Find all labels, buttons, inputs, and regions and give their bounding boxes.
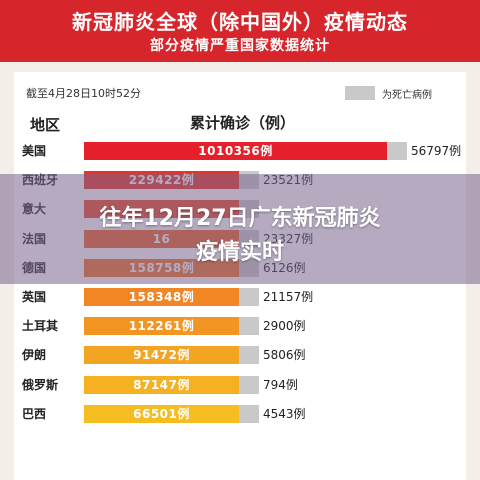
category-label: 俄罗斯	[22, 378, 59, 392]
overlay-headline-line2: 疫情实时	[195, 240, 284, 265]
death-bar	[239, 317, 259, 335]
confirmed-bar	[84, 376, 239, 394]
death-bar	[239, 405, 259, 423]
death-value-label: 5806例	[263, 348, 306, 362]
category-label: 美国	[22, 144, 47, 158]
category-label: 土耳其	[22, 319, 59, 333]
column-header-region: 地区	[30, 116, 61, 134]
chart-title: 新冠肺炎全球（除中国外）疫情动态	[72, 10, 408, 34]
confirmed-bar	[84, 142, 387, 160]
death-value-label: 56797例	[411, 144, 462, 158]
confirmed-value-label: 158348例	[128, 290, 195, 304]
overlay-headline: 往年12月27日广东新冠肺炎 疫情实时	[0, 202, 480, 270]
category-label: 巴西	[22, 407, 47, 421]
confirmed-bar	[84, 288, 239, 306]
death-bar	[387, 142, 407, 160]
death-value-label: 2900例	[263, 319, 306, 333]
death-bar	[239, 288, 259, 306]
confirmed-value-label: 66501例	[133, 407, 190, 421]
death-value-label: 21157例	[263, 290, 314, 304]
category-label: 伊朗	[22, 348, 47, 362]
confirmed-value-label: 1010356例	[198, 144, 273, 158]
confirmed-bar	[84, 317, 239, 335]
death-value-label: 794例	[263, 378, 298, 392]
death-value-label: 4543例	[263, 407, 306, 421]
header-banner: 新冠肺炎全球（除中国外）疫情动态 部分疫情严重国家数据统计	[0, 0, 480, 62]
legend-label-deaths: 为死亡病例	[382, 90, 432, 101]
overlay-banner	[0, 174, 480, 284]
confirmed-bar	[84, 405, 239, 423]
legend-swatch-deaths	[345, 86, 375, 100]
death-bar	[239, 376, 259, 394]
overlay-headline-line1: 往年12月27日广东新冠肺炎	[99, 206, 381, 231]
column-header-confirmed: 累计确诊（例）	[190, 114, 296, 132]
category-label: 英国	[22, 290, 47, 304]
confirmed-value-label: 112261例	[128, 319, 195, 333]
death-bar	[239, 346, 259, 364]
confirmed-value-label: 87147例	[133, 378, 190, 392]
chart-subtitle: 部分疫情严重国家数据统计	[150, 38, 330, 54]
confirmed-bar	[84, 346, 239, 364]
confirmed-value-label: 91472例	[133, 348, 190, 362]
timestamp: 截至4月28日10时52分	[26, 87, 141, 100]
